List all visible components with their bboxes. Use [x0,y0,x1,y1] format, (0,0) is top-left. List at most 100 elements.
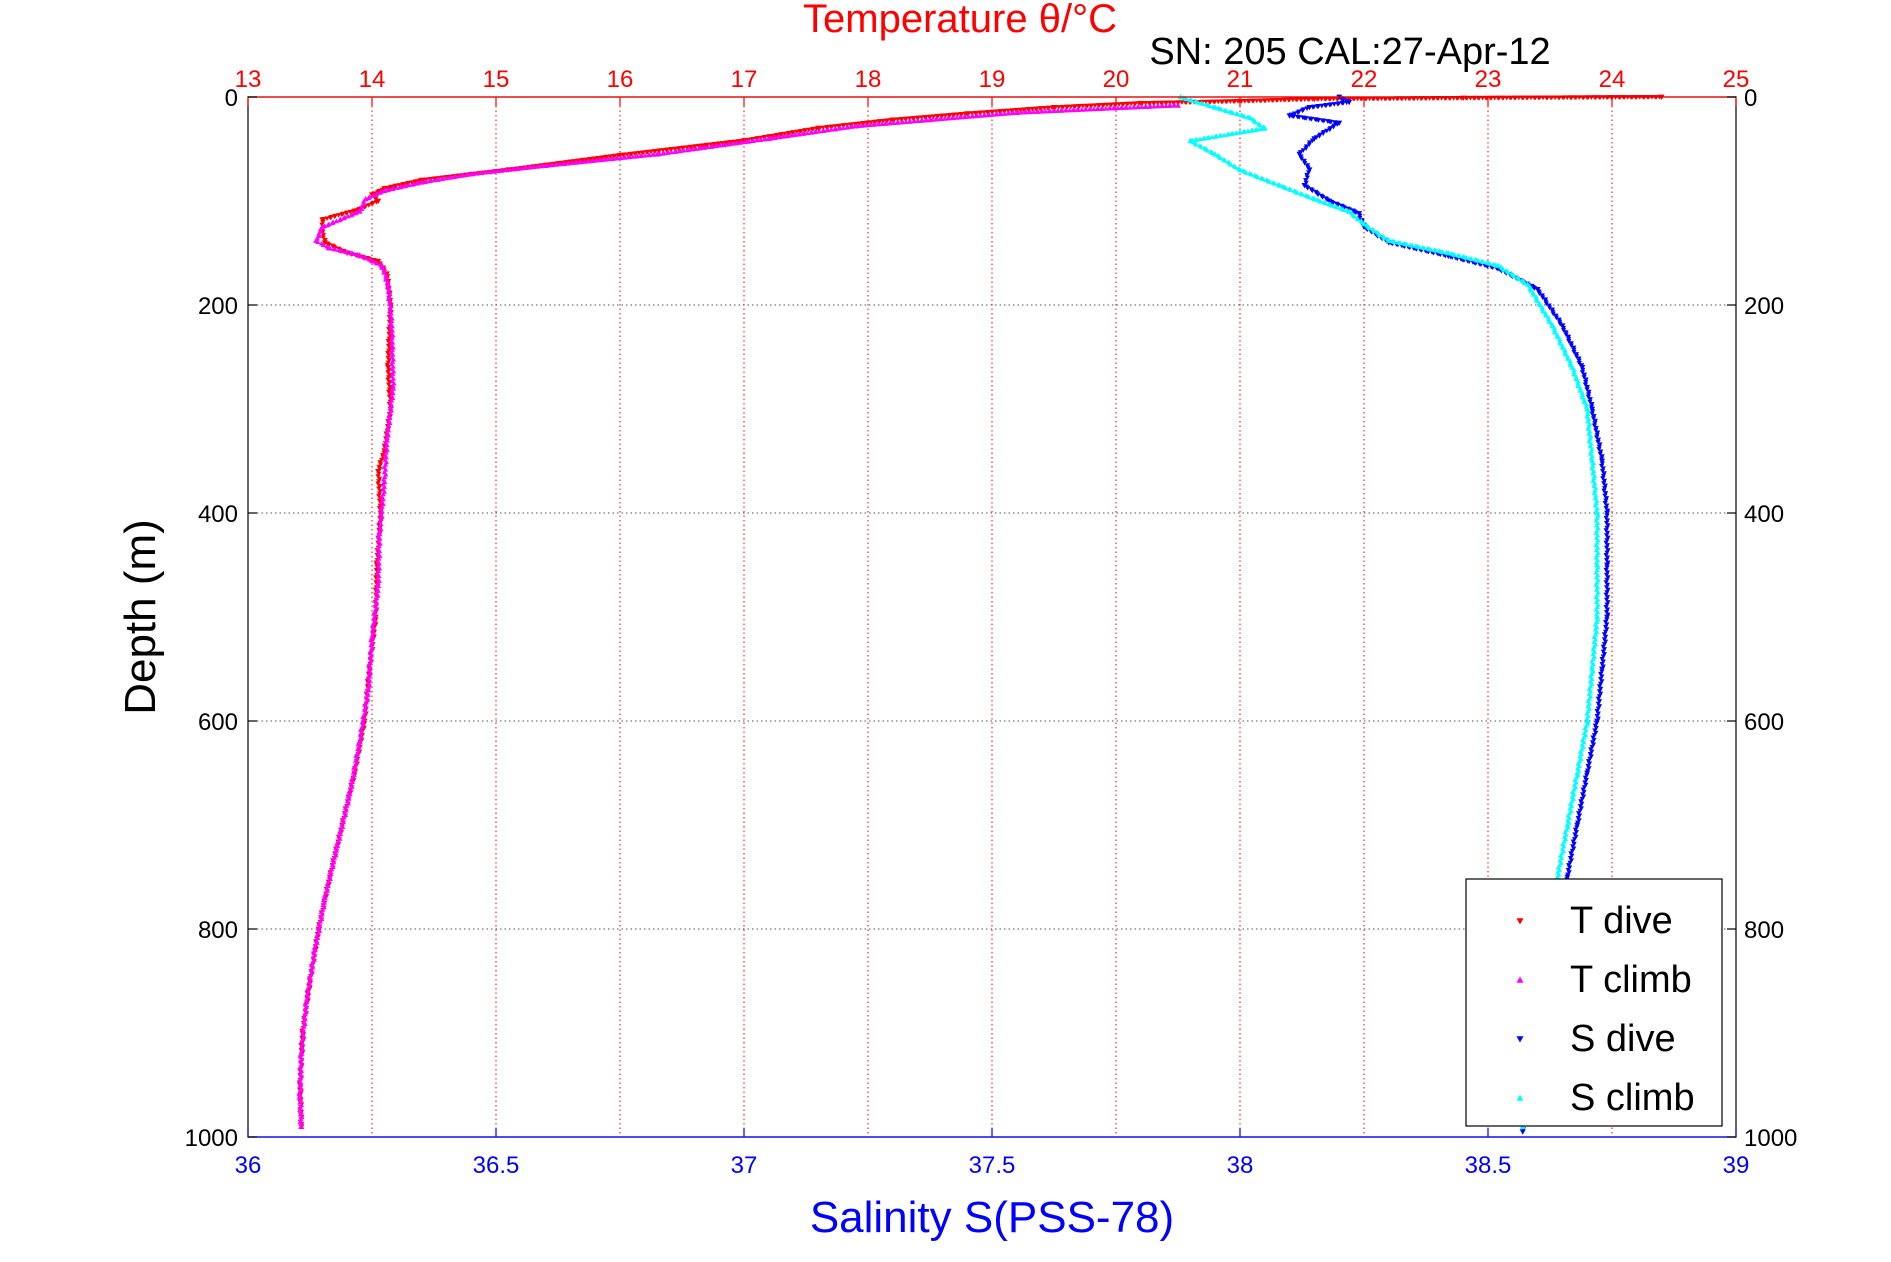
profile-marker [1598,449,1604,455]
profile-marker [386,353,392,358]
profile-marker [1604,577,1610,583]
profile-marker [1291,114,1297,120]
temperature-tick-label: 21 [1227,66,1254,93]
profile-marker [557,161,563,167]
profile-marker [1587,428,1593,434]
profile-marker [1309,138,1316,144]
profile-marker [1534,298,1540,303]
profile-marker [1009,110,1016,116]
profile-marker [370,193,376,198]
profile-marker [1019,109,1025,115]
profile-marker [1595,711,1601,717]
profile-marker [387,298,393,304]
profile-marker [379,265,385,270]
profile-marker [832,126,838,132]
profile-marker [961,114,967,120]
profile-marker [1533,296,1539,301]
profile-marker [1530,292,1537,297]
profile-marker [1207,103,1213,109]
profile-marker [1570,839,1576,845]
profile-marker [1592,421,1598,426]
profile-marker [1592,728,1598,734]
profile-marker [1218,106,1224,112]
profile-marker [1595,696,1601,702]
profile-marker [1266,98,1272,103]
data-series [296,94,1665,1135]
temperature-tick-label: 16 [607,66,634,93]
profile-marker [456,173,462,179]
profile-marker [1568,851,1574,856]
profile-marker [1603,505,1609,511]
profile-marker [1159,103,1165,109]
profile-marker [1322,96,1328,102]
profile-marker [1584,387,1590,393]
profile-marker [1546,316,1552,322]
profile-marker [1579,390,1585,395]
profile-marker [534,164,540,169]
profile-marker [965,114,972,119]
profile-marker [1604,555,1611,561]
profile-marker [383,276,389,282]
profile-marker [334,840,340,846]
data-point [1187,137,1194,144]
profile-marker [1038,108,1044,114]
profile-marker [757,137,763,143]
profile-marker [1002,111,1008,116]
profile-marker [498,168,504,173]
profile-marker [1598,691,1604,697]
profile-marker [1540,308,1546,314]
profile-marker [1586,761,1593,767]
profile-marker [1604,538,1610,543]
profile-marker [1586,389,1592,395]
profile-marker [1582,775,1588,781]
profile-marker [1249,98,1256,104]
profile-marker [1594,432,1600,438]
profile-marker [320,220,326,225]
profile-marker [973,113,979,119]
depth-tick-label: 600 [198,709,238,736]
profile-marker [863,122,869,128]
profile-marker [672,149,678,154]
profile-marker [359,203,365,209]
profile-marker [1579,801,1585,807]
profile-marker [510,166,516,172]
profile-marker [1098,106,1105,111]
profile-marker [1562,349,1568,355]
profile-marker [879,121,885,126]
legend-markers [1516,918,1524,1101]
profile-marker [1604,627,1610,632]
profile-marker [1260,176,1266,182]
salinity-tick-label: 36 [235,1152,262,1179]
data-point [1594,614,1601,620]
data-point [1579,365,1586,371]
legend-label-t-climb: T climb [1570,959,1692,1001]
profile-marker [1601,488,1607,494]
profile-marker [565,160,571,166]
data-point [375,469,382,475]
profile-marker [1600,476,1606,481]
profile-marker [1601,481,1607,486]
profile-marker [376,498,383,504]
profile-marker [1522,280,1528,285]
profile-marker [1559,342,1565,348]
profile-marker [1146,101,1152,106]
profile-marker [414,180,420,186]
profile-marker [1603,545,1610,551]
profile-marker [1594,721,1600,726]
profile-marker [1118,105,1124,111]
data-point [1604,562,1611,568]
profile-marker [375,474,381,479]
profile-marker [1062,107,1068,113]
profile-marker [1591,414,1597,419]
profile-marker [676,148,683,154]
profile-marker [689,146,695,152]
profile-marker [327,245,333,251]
depth-tick-label: 400 [198,501,238,528]
profile-marker [1604,525,1610,531]
profile-marker [1110,105,1117,111]
profile-marker [1604,602,1610,608]
profile-marker [426,178,433,184]
profile-marker [660,150,666,156]
profile-marker [1562,347,1568,352]
profile-marker [1150,100,1156,106]
